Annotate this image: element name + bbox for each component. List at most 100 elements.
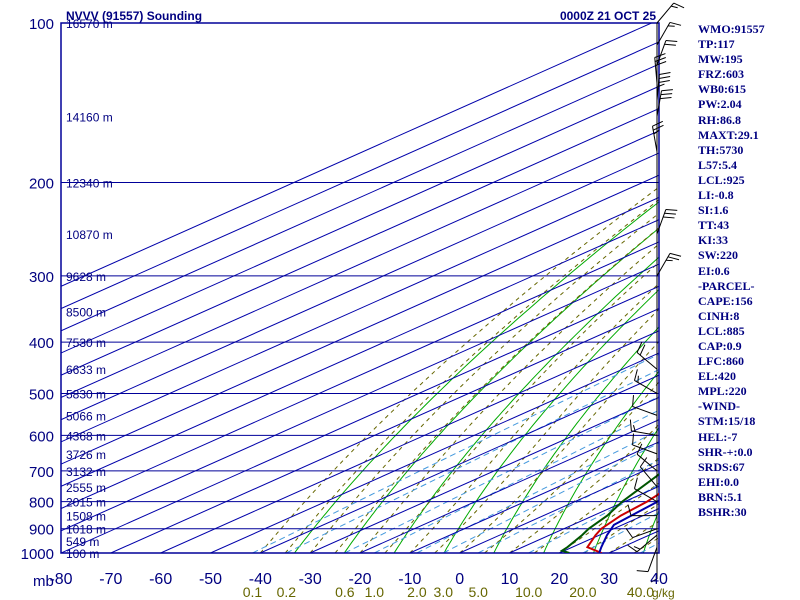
wind-barb: [656, 21, 682, 46]
temperature-tick-label: 10: [501, 571, 519, 588]
height-label: 2015 m: [66, 496, 106, 510]
sounding-indices-panel: WMO:91557 TP:117 MW:195 FRZ:603 WB0:615 PW:2.…: [698, 22, 798, 520]
wind-barb-feather: [669, 21, 682, 26]
height-label: 12340 m: [66, 177, 113, 191]
height-label: 6633 m: [66, 363, 106, 377]
isotherm-line: [260, 374, 659, 553]
isotherm-line: [210, 352, 659, 553]
pressure-tick-label: 200: [29, 176, 54, 193]
dry-adiabat-line: [294, 201, 659, 553]
wind-barb: [636, 443, 658, 472]
wind-barb-feather: [665, 208, 678, 211]
sounding-index-item: CAP:0.9: [698, 338, 742, 353]
pressure-tick-label: 900: [29, 522, 54, 539]
isotherm-line: [309, 396, 659, 553]
sounding-index-item: LFC:860: [698, 354, 744, 369]
mixing-ratio-label: 5.0: [468, 584, 488, 600]
moist-adiabat-line: [359, 243, 659, 553]
wind-barb-feather: [669, 252, 682, 257]
sounding-index-item: BSHR:30: [698, 505, 747, 519]
wind-barb-feather: [673, 2, 685, 9]
wind-barb: [651, 120, 664, 152]
temperature-tick-label: -30: [299, 571, 322, 588]
wind-barb-feather: [636, 570, 649, 573]
wind-barb-staff: [632, 528, 658, 539]
wind-barb-staff: [654, 57, 658, 84]
height-label: 7530 m: [66, 336, 106, 350]
isotherm-line: [61, 285, 659, 553]
wind-barb-feather: [664, 212, 676, 215]
sounding-index-item: SHR-+:0.0: [698, 444, 753, 459]
isotherm-line: [61, 219, 659, 487]
sounding-index-item: STM:15/18: [698, 414, 756, 429]
wind-barb: [639, 457, 658, 488]
temperature-tick-label: -70: [99, 571, 122, 588]
wind-barb: [625, 528, 658, 539]
profile-dewpoint: [559, 473, 659, 553]
wind-barb: [627, 534, 658, 553]
sounding-index-item: SRDS:67: [698, 459, 745, 474]
pressure-tick-label: 300: [29, 269, 54, 286]
pressure-tick-label: 100: [29, 16, 54, 33]
isotherm-line: [61, 108, 659, 376]
wind-barb-feather: [671, 5, 678, 9]
temperature-tick-label: 20: [550, 571, 568, 588]
sounding-index-item: LI:-0.8: [698, 188, 734, 203]
wind-barb: [656, 72, 671, 101]
wind-barb-feather: [652, 120, 664, 127]
height-label: 3726 m: [66, 448, 106, 462]
sounding-index-item: RH:86.8: [698, 112, 741, 127]
isotherm-line: [409, 441, 659, 553]
wind-barb: [632, 433, 658, 455]
wind-barb-feather: [633, 546, 641, 550]
sounding-index-item: TT:43: [698, 218, 730, 233]
dry-adiabat-line: [443, 288, 659, 553]
sounding-index-item: HEL:-7: [698, 429, 738, 444]
wind-barb-staff: [656, 74, 660, 101]
isotherm-line: [160, 330, 659, 553]
mixing-ratio-label: 2.0: [407, 584, 427, 600]
isotherm-line: [61, 196, 659, 465]
mixing-ratio-label: 0.6: [335, 584, 355, 600]
sounding-index-item: KI:33: [698, 233, 728, 248]
wind-barb-feather: [661, 89, 673, 92]
wind-barb-feather: [636, 443, 643, 455]
sounding-index-item: LCL:885: [698, 323, 745, 338]
temperature-tick-label: 0: [455, 571, 464, 588]
sounding-index-item: EHI:0.0: [698, 474, 740, 489]
wind-barb-feather: [658, 76, 671, 80]
wind-barb-feather: [658, 79, 670, 84]
moist-adiabat-line: [259, 186, 659, 553]
wind-barb: [627, 504, 657, 517]
temperature-tick-label: -60: [149, 571, 172, 588]
wind-barb-staff: [656, 2, 675, 24]
wind-barb: [636, 547, 658, 573]
isotherm-line: [61, 130, 659, 398]
isotherm-line: [61, 174, 659, 443]
isotherm-line: [61, 85, 659, 354]
height-label: 549 m: [66, 535, 99, 549]
wind-barb-feather: [632, 395, 635, 407]
height-label: 1508 m: [66, 510, 106, 524]
wind-barb-staff: [639, 466, 658, 488]
wind-barb-staff: [656, 90, 663, 117]
wind-barb: [636, 341, 658, 370]
pressure-unit-label: mb: [33, 573, 54, 590]
wind-barb-staff: [656, 40, 667, 66]
mixing-ratio-label: 1.0: [365, 584, 385, 600]
mixing-ratio-label: 10.0: [515, 584, 542, 600]
sounding-index-item: WMO:91557: [698, 22, 765, 36]
profile-parcel-path: [598, 499, 659, 553]
height-label: 4368 m: [66, 429, 106, 443]
sounding-index-item: MW:195: [698, 52, 743, 67]
sounding-index-item: CINH:8: [698, 308, 740, 323]
height-label: 1018 m: [66, 523, 106, 537]
sounding-index-item: WB0:615: [698, 82, 746, 97]
height-label: 5066 m: [66, 409, 106, 423]
wind-barb-staff: [636, 352, 658, 370]
wind-barb-feather: [658, 83, 665, 87]
sounding-index-item: L57:5.4: [698, 157, 737, 172]
wind-barb-staff: [656, 253, 671, 277]
